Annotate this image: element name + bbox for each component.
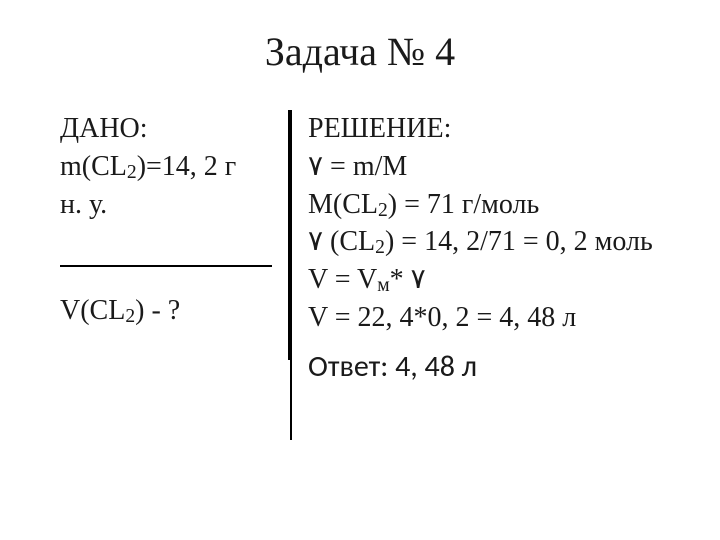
given-block: ДАНО: m(CL2)=14, 2 г н. у.	[60, 110, 272, 223]
given-conditions: н. у.	[60, 186, 272, 224]
solution-volume-calc: V = 22, 4*0, 2 = 4, 48 л	[308, 299, 680, 337]
given-header: ДАНО:	[60, 110, 272, 148]
solution-formula-nu: ٧ = m/M	[308, 148, 680, 186]
sol5-pre: V = V	[308, 264, 377, 295]
content-columns: ДАНО: m(CL2)=14, 2 г н. у. V(CL2) - ? РЕ…	[60, 110, 680, 500]
find-pre: V(CL	[60, 295, 125, 326]
given-mass: m(CL2)=14, 2 г	[60, 148, 272, 186]
solution-volume-formula: V = Vм* ٧	[308, 261, 680, 299]
sol4-pre: ٧ (CL	[308, 226, 375, 257]
solution-molar-mass: M(CL2) = 71 г/моль	[308, 186, 680, 224]
sol3-pre: M(CL	[308, 189, 378, 220]
given-mass-sub: 2	[127, 162, 137, 183]
sol4-sub: 2	[375, 237, 385, 258]
divider-vertical-right	[290, 110, 292, 440]
find-block: V(CL2) - ?	[60, 295, 180, 327]
find-sub: 2	[125, 306, 135, 327]
sol4-post: ) = 14, 2/71 = 0, 2 моль	[385, 226, 653, 257]
sol5-sub: м	[377, 275, 389, 296]
solution-column: РЕШЕНИE: ٧ = m/M M(CL2) = 71 г/моль ٧ (C…	[290, 110, 680, 500]
divider-horizontal	[60, 265, 272, 267]
solution-header: РЕШЕНИE:	[308, 110, 680, 148]
solution-nu-calc: ٧ (CL2) = 14, 2/71 = 0, 2 моль	[308, 223, 680, 261]
problem-title: Задача № 4	[0, 28, 720, 75]
solution-block: РЕШЕНИE: ٧ = m/M M(CL2) = 71 г/моль ٧ (C…	[308, 110, 680, 387]
answer: Ответ: 4, 48 л	[308, 347, 680, 388]
given-column: ДАНО: m(CL2)=14, 2 г н. у. V(CL2) - ?	[60, 110, 290, 500]
sol3-post: ) = 71 г/моль	[388, 189, 539, 220]
given-mass-pre: m(CL	[60, 151, 127, 182]
find-post: ) - ?	[135, 295, 180, 326]
given-mass-post: )=14, 2 г	[137, 151, 237, 182]
sol3-sub: 2	[378, 200, 388, 221]
sol5-post: * ٧	[390, 264, 426, 295]
slide: Задача № 4 ДАНО: m(CL2)=14, 2 г н. у. V(…	[0, 0, 720, 540]
